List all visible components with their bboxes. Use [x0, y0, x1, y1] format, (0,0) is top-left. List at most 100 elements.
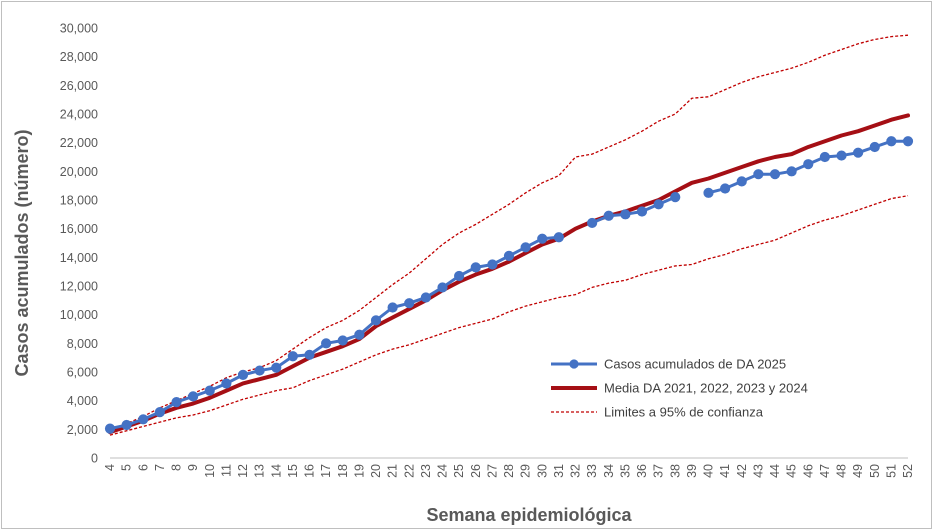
y-tick-label: 12,000 — [60, 280, 98, 294]
legend: Casos acumulados de DA 2025 Media DA 2021… — [551, 357, 808, 420]
data-point — [553, 232, 564, 243]
legend-label: Casos acumulados de DA 2025 — [604, 357, 786, 372]
x-tick-label: 7 — [153, 464, 167, 471]
data-point — [221, 378, 232, 389]
x-tick-label: 27 — [485, 464, 499, 478]
x-tick-label: 15 — [286, 464, 300, 478]
x-tick-label: 49 — [851, 464, 865, 478]
data-point — [720, 183, 731, 194]
x-tick-label: 39 — [685, 464, 699, 478]
x-tick-label: 28 — [502, 464, 516, 478]
x-tick-label: 30 — [535, 464, 549, 478]
data-point — [304, 349, 315, 360]
x-tick-label: 29 — [519, 464, 533, 478]
series-line-3 — [109, 34, 909, 430]
x-axis-title: Semana epidemiológica — [426, 505, 632, 525]
x-tick-label: 23 — [419, 464, 433, 478]
data-point — [237, 369, 249, 380]
x-tick-label: 8 — [170, 464, 184, 471]
y-tick-label: 2,000 — [67, 423, 98, 437]
y-tick-label: 28,000 — [60, 50, 98, 64]
data-point — [188, 391, 199, 402]
x-tick-label: 47 — [818, 464, 832, 478]
data-point — [537, 233, 548, 244]
x-tick-label: 11 — [219, 464, 233, 477]
x-tick-label: 10 — [203, 464, 217, 478]
y-tick-label: 20,000 — [60, 165, 98, 179]
data-point — [819, 151, 830, 163]
data-point — [670, 192, 681, 203]
x-tick-label: 52 — [901, 464, 915, 478]
data-point — [636, 206, 648, 217]
data-point — [853, 147, 864, 158]
y-axis-ticks: 0 2,000 4,000 6,000 8,000 10,000 12,000 14,000 1… — [60, 22, 98, 466]
x-tick-label: 50 — [868, 464, 882, 478]
data-point — [487, 259, 498, 270]
data-point — [869, 141, 880, 153]
x-tick-label: 16 — [303, 464, 317, 478]
x-tick-label: 34 — [602, 464, 616, 478]
x-tick-label: 20 — [369, 464, 383, 478]
x-tick-label: 19 — [352, 464, 366, 478]
x-tick-label: 6 — [136, 464, 150, 471]
x-tick-label: 5 — [120, 464, 134, 471]
x-tick-label: 51 — [884, 464, 898, 478]
x-tick-label: 17 — [319, 464, 333, 478]
data-point — [886, 136, 897, 147]
x-tick-label: 12 — [236, 464, 250, 478]
data-point — [470, 262, 481, 273]
x-tick-label: 46 — [801, 464, 815, 478]
x-tick-label: 40 — [702, 464, 716, 478]
data-point — [387, 302, 398, 313]
data-point — [420, 292, 431, 303]
legend-marker — [569, 359, 579, 369]
y-tick-label: 6,000 — [67, 366, 98, 380]
data-point — [803, 159, 814, 170]
x-tick-label: 32 — [569, 464, 583, 478]
legend-label: Media DA 2021, 2022, 2023 y 2024 — [604, 381, 808, 396]
y-tick-label: 22,000 — [60, 136, 98, 150]
data-point — [902, 136, 914, 147]
y-tick-label: 10,000 — [60, 308, 98, 322]
series-layer — [104, 34, 914, 436]
x-tick-label: 48 — [835, 464, 849, 478]
y-tick-label: 18,000 — [60, 194, 98, 208]
x-tick-label: 33 — [585, 464, 599, 478]
x-tick-label: 4 — [103, 464, 117, 471]
series-line-2 — [108, 113, 910, 435]
data-point — [354, 329, 365, 340]
data-point — [736, 176, 747, 187]
x-tick-label: 42 — [735, 464, 749, 478]
x-tick-label: 45 — [785, 464, 799, 478]
data-point — [154, 407, 165, 418]
y-tick-label: 0 — [91, 452, 98, 466]
x-tick-label: 38 — [668, 464, 682, 478]
data-point — [620, 209, 631, 220]
x-tick-label: 21 — [386, 464, 400, 478]
data-point — [121, 419, 132, 431]
y-axis-title: Casos acumulados (número) — [12, 129, 32, 376]
data-point — [454, 270, 465, 282]
data-point — [587, 217, 598, 229]
data-point — [653, 199, 664, 210]
data-point — [321, 338, 332, 349]
data-point — [138, 414, 149, 425]
x-tick-label: 43 — [751, 464, 765, 478]
x-tick-label: 36 — [635, 464, 649, 478]
data-point — [254, 365, 265, 376]
x-tick-label: 24 — [436, 464, 450, 478]
y-tick-label: 24,000 — [60, 108, 98, 122]
x-tick-label: 13 — [253, 464, 267, 478]
data-point — [520, 242, 531, 253]
data-point — [703, 187, 714, 198]
data-point — [171, 397, 182, 408]
x-tick-label: 9 — [186, 464, 200, 471]
x-tick-label: 35 — [618, 464, 632, 478]
x-tick-label: 37 — [652, 464, 666, 478]
x-tick-label: 14 — [269, 464, 283, 478]
data-point — [836, 150, 847, 161]
x-tick-label: 22 — [402, 464, 416, 478]
y-tick-label: 4,000 — [67, 394, 98, 408]
data-point — [603, 210, 614, 221]
